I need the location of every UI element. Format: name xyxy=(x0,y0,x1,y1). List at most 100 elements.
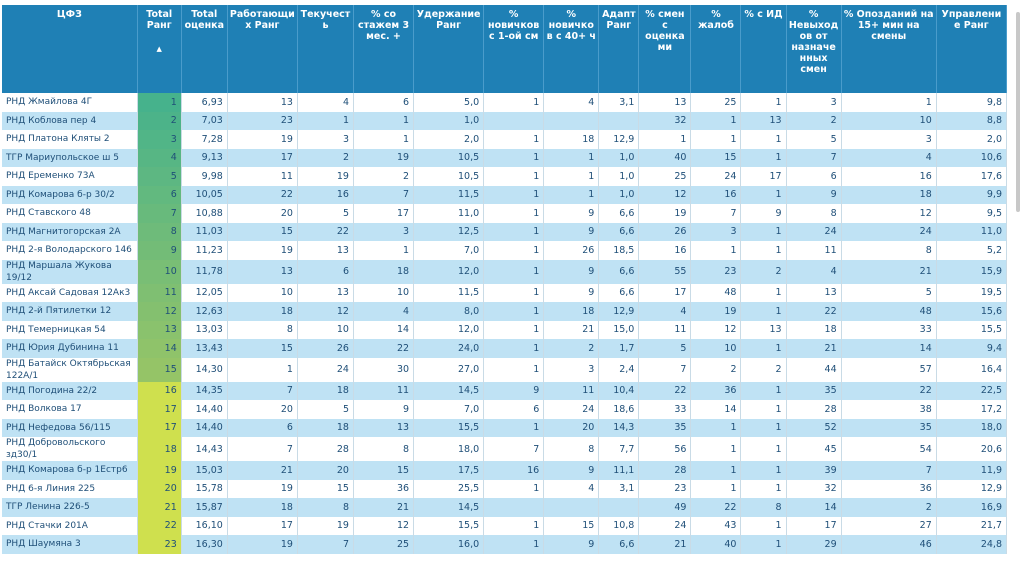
cell: 3,1 xyxy=(598,479,640,498)
cell: 1 xyxy=(353,111,415,130)
cell: 6 xyxy=(227,418,298,437)
cell: 16 xyxy=(483,461,545,480)
column-header[interactable]: % с ИД xyxy=(740,5,787,93)
column-header[interactable]: Total Ранг ▲ xyxy=(137,5,182,93)
scrollbar[interactable] xyxy=(1016,12,1020,212)
cell: 15 xyxy=(353,461,415,480)
cell: 18 xyxy=(543,302,600,321)
cell: 19 xyxy=(638,204,692,223)
cell: 10 xyxy=(353,283,415,302)
cell: 57 xyxy=(841,357,937,382)
data-table: ЦФЗ Total Ранг ▲ Total оценка Работающих Ран… xyxy=(2,5,1007,554)
cell: 23 xyxy=(690,259,742,284)
cell: 8 xyxy=(137,222,182,241)
cell: 35 xyxy=(841,418,937,437)
column-header[interactable]: % со стажем 3 мес. + xyxy=(353,5,415,93)
column-header[interactable]: % жалоб xyxy=(690,5,742,93)
column-header[interactable]: % Невыходов от назначенных смен xyxy=(786,5,842,93)
cell: 6,93 xyxy=(181,93,228,112)
cell: 10,5 xyxy=(413,148,485,167)
cell: 14,5 xyxy=(413,498,485,517)
column-header[interactable]: % смен с оценками xyxy=(638,5,692,93)
column-header[interactable]: % новичков с 40+ ч xyxy=(543,5,600,93)
cell: 28 xyxy=(297,437,354,461)
cell: 7,0 xyxy=(413,241,485,260)
cell: 22,5 xyxy=(936,381,1007,400)
cell: 39 xyxy=(786,461,842,480)
cell: 10,4 xyxy=(598,381,640,400)
table-body: РНД Жмайлова 4Г 1 6,93 13 4 6 5,0 1 4 3,1 13 25 1 3 1 9… xyxy=(2,93,1007,554)
column-header[interactable]: Работающих Ранг xyxy=(227,5,298,93)
cell: 15,5 xyxy=(413,418,485,437)
cell: 14,40 xyxy=(181,400,228,419)
column-header[interactable]: % новичков с 1-ой см xyxy=(483,5,545,93)
cell: 15,87 xyxy=(181,498,228,517)
cell: 24 xyxy=(638,516,692,535)
cell: 1 xyxy=(353,241,415,260)
cell: 12,0 xyxy=(413,259,485,284)
column-header[interactable]: Удержание Ранг xyxy=(413,5,485,93)
cell: 48 xyxy=(690,283,742,302)
cell: 2 xyxy=(841,498,937,517)
cell: 23 xyxy=(227,111,298,130)
cell: 12 xyxy=(297,302,354,321)
column-header[interactable]: Управление Ранг xyxy=(936,5,1007,93)
cell: 8 xyxy=(227,320,298,339)
column-header[interactable]: Total оценка xyxy=(181,5,228,93)
row-name: РНД Аксай Садовая 12Ак3 xyxy=(2,283,138,302)
table-row: РНД Темерницкая 54 13 13,03 8 10 14 12,0 1 21 15,… xyxy=(2,320,1007,339)
table-row: РНД Коблова пер 4 2 7,03 23 1 1 1,0 32 1 13 2 10 8,8 xyxy=(2,111,1007,130)
cell: 9 xyxy=(543,461,600,480)
cell: 1 xyxy=(740,418,787,437)
cell: 16,9 xyxy=(936,498,1007,517)
table-row: РНД 6-я Линия 225 20 15,78 19 15 36 25,5 1 4 3,1 2… xyxy=(2,479,1007,498)
cell: 56 xyxy=(638,437,692,461)
cell: 40 xyxy=(690,535,742,554)
cell: 46 xyxy=(841,535,937,554)
column-header[interactable]: % Опозданий на 15+ мин на смены xyxy=(841,5,937,93)
cell: 9 xyxy=(740,204,787,223)
cell: 14,40 xyxy=(181,418,228,437)
table-row: РНД Нефедова 56/115 17 14,40 6 18 13 15,5 1 20 14… xyxy=(2,418,1007,437)
cell: 3 xyxy=(690,222,742,241)
cell: 1 xyxy=(483,418,545,437)
cell: 18 xyxy=(227,498,298,517)
cell: 1 xyxy=(740,461,787,480)
column-header[interactable]: Адапт Ранг xyxy=(598,5,640,93)
cell: 8 xyxy=(740,498,787,517)
cell: 16 xyxy=(690,185,742,204)
cell: 20 xyxy=(137,479,182,498)
cell: 6 xyxy=(137,185,182,204)
cell: 22 xyxy=(227,185,298,204)
cell: 18 xyxy=(786,320,842,339)
cell: 11 xyxy=(786,241,842,260)
cell: 21 xyxy=(841,259,937,284)
cell: 26 xyxy=(297,339,354,358)
row-name: РНД Еременко 73А xyxy=(2,167,138,186)
cell: 11,0 xyxy=(936,222,1007,241)
cell: 7 xyxy=(353,185,415,204)
header-text: % Опозданий на 15+ мин на смены xyxy=(843,9,934,42)
cell: 14 xyxy=(786,498,842,517)
cell: 12 xyxy=(690,320,742,339)
cell: 44 xyxy=(786,357,842,382)
header-text: % с ИД xyxy=(744,9,783,20)
cell: 4 xyxy=(353,302,415,321)
cell: 24 xyxy=(841,222,937,241)
cell: 13 xyxy=(740,111,787,130)
cell: 18,5 xyxy=(598,241,640,260)
cell: 19,5 xyxy=(936,283,1007,302)
cell: 9 xyxy=(137,241,182,260)
cell: 8,8 xyxy=(936,111,1007,130)
cell: 14 xyxy=(137,339,182,358)
cell: 1,7 xyxy=(598,339,640,358)
cell: 21 xyxy=(137,498,182,517)
cell: 11 xyxy=(543,381,600,400)
cell: 35 xyxy=(786,381,842,400)
column-header[interactable]: Текучесть xyxy=(297,5,354,93)
cell: 13 xyxy=(297,283,354,302)
row-name: РНД 6-я Линия 225 xyxy=(2,479,138,498)
sort-arrow[interactable]: ▲ xyxy=(156,45,162,53)
cell: 1 xyxy=(740,222,787,241)
column-header[interactable]: ЦФЗ xyxy=(2,5,138,93)
